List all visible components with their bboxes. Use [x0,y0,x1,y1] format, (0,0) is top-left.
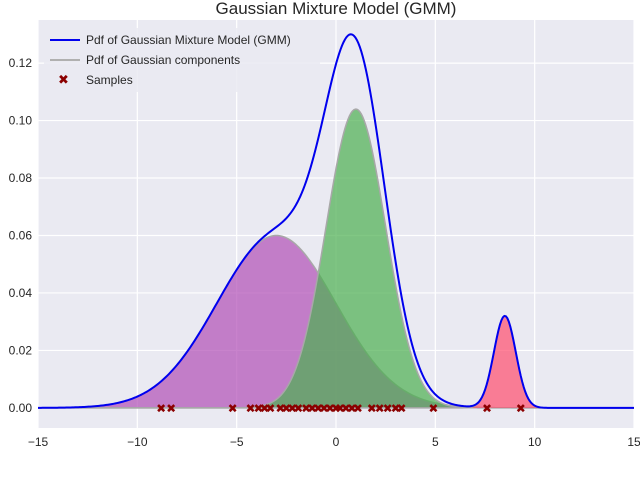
sample-marker: ✖ [428,401,438,415]
sample-marker: ✖ [275,401,285,415]
sample-marker: ✖ [265,401,275,415]
sample-marker: ✖ [325,401,335,415]
sample-marker: ✖ [293,401,303,415]
legend-gmm-label: Pdf of Gaussian Mixture Model (GMM) [86,33,291,47]
y-tick-label: 0.04 [9,286,33,300]
sample-marker: ✖ [375,401,385,415]
sample-marker: ✖ [228,401,238,415]
sample-marker: ✖ [516,401,526,415]
sample-marker: ✖ [281,401,291,415]
sample-marker: ✖ [331,401,341,415]
y-tick-labels: 0.00 0.02 0.04 0.06 0.08 0.10 0.12 [9,56,33,415]
y-tick-label: 0.08 [9,171,33,185]
gmm-curve [37,33,634,409]
y-tick-label: 0.06 [9,228,33,242]
legend-components-label: Pdf of Gaussian components [86,53,240,67]
sample-marker: ✖ [391,401,401,415]
sample-marker: ✖ [319,401,329,415]
sample-marker: ✖ [383,401,393,415]
sample-marker: ✖ [259,401,269,415]
component-area-2 [38,109,634,408]
sample-marker: ✖ [307,401,317,415]
x-tick-label: 10 [528,435,542,449]
sample-marker: ✖ [397,401,407,415]
sample-marker: ✖ [353,401,363,415]
sample-marker: ✖ [335,401,345,415]
sample-marker: ✖ [246,401,256,415]
sample-marker: ✖ [253,401,263,415]
x-tick-label: 15 [627,435,640,449]
x-tick-label: 5 [432,435,439,449]
x-tick-label: −15 [28,435,49,449]
y-tick-label: 0.00 [9,401,33,415]
component-area-3 [38,316,634,408]
legend-box [44,28,320,92]
sample-marker: ✖ [347,401,357,415]
y-tick-label: 0.02 [9,343,33,357]
sample-marker: ✖ [156,401,166,415]
sample-markers: ✖ ✖ ✖ ✖✖✖✖ ✖✖✖✖✖✖✖✖✖✖✖✖✖✖ ✖✖✖✖✖ ✖ ✖ ✖ [156,401,526,415]
x-tick-label: −10 [127,435,148,449]
sample-marker: ✖ [367,401,377,415]
chart-title: Gaussian Mixture Model (GMM) [216,0,457,18]
gmm-curve-group [37,33,634,409]
sample-marker: ✖ [313,401,323,415]
x-tick-label: −5 [230,435,244,449]
legend: Pdf of Gaussian Mixture Model (GMM) Pdf … [44,28,320,92]
x-tick-label: 0 [333,435,340,449]
sample-marker: ✖ [166,401,176,415]
y-tick-label: 0.12 [9,56,33,70]
sample-marker: ✖ [287,401,297,415]
sample-marker: ✖ [301,401,311,415]
y-tick-label: 0.10 [9,114,33,128]
sample-marker: ✖ [341,401,351,415]
legend-samples-label: Samples [86,73,133,87]
legend-samples-marker: ✖ [58,72,69,87]
x-tick-labels: −15 −10 −5 0 5 10 15 [28,435,640,449]
sample-marker: ✖ [482,401,492,415]
